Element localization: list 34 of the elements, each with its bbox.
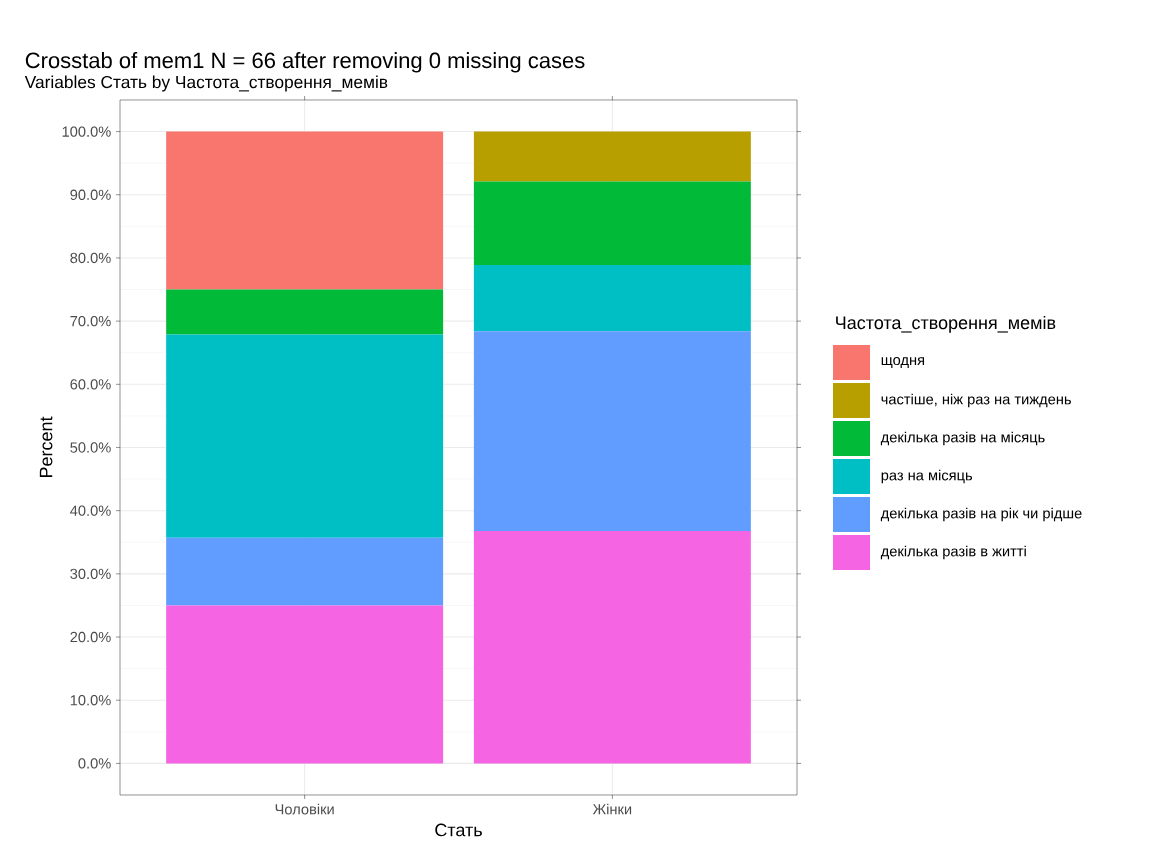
bar [166,334,444,538]
y-tick-label: 20.0% [70,631,111,643]
bar [166,605,444,764]
y-axis-title: Percent [39,416,53,478]
legend-label: декілька разів в житті [880,545,1026,560]
y-tick-label: 90.0% [70,189,111,200]
legend-title: Частота_створення_мемів [836,315,1056,333]
bar [473,181,751,265]
y-tick-label: 30.0% [70,568,111,580]
bar [473,530,751,764]
legend-label: декілька разів на місяць [880,431,1045,446]
y-tick-label: 80.0% [70,252,111,264]
bar [473,131,751,182]
legend-label: частіше, ніж раз на тиждень [881,393,1071,408]
legend-label: декілька разів на рік чи рідше [880,507,1082,522]
y-tick-label: 50.0% [70,442,111,453]
y-tick-label: 70.0% [70,315,111,327]
bar [166,537,444,606]
y-tick-label: 10.0% [70,695,111,706]
x-axis-title: Стать [435,823,482,837]
x-tick-label: Жінки [592,803,632,815]
bar [473,264,751,332]
chart-subtitle: Variables Стать by Частота_створення_мемів [24,75,388,92]
y-tick-label: 0.0% [78,758,111,769]
chart-title: Crosstab of mem1 N = 66 after removing 0 missing cases [25,52,585,73]
bar [166,131,444,290]
y-tick-label: 100.0% [62,126,111,137]
y-tick-label: 40.0% [70,505,111,516]
x-tick-label: Чоловіки [275,803,334,815]
y-tick-label: 60.0% [70,379,111,390]
legend-label: раз на місяць [881,469,973,484]
legend-label: щодня [881,357,925,368]
bar [473,331,751,531]
bar [166,289,444,335]
